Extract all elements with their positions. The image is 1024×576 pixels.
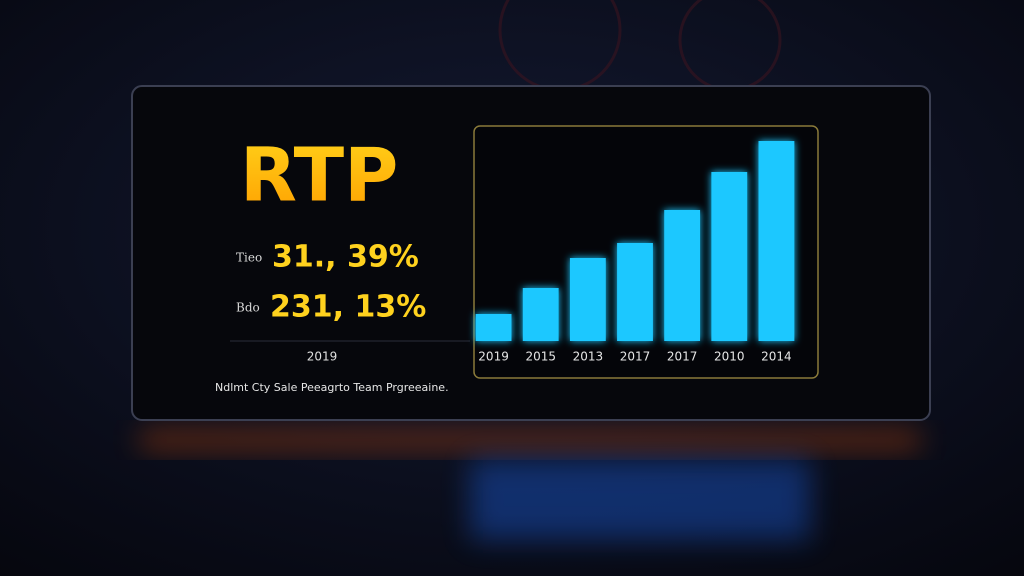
bar	[664, 210, 701, 341]
x-tick-label: 2010	[714, 350, 745, 364]
bar	[711, 172, 748, 341]
x-tick-label: 2015	[525, 350, 556, 364]
title: RTP	[240, 133, 398, 219]
x-tick-label: 2014	[761, 350, 792, 364]
stat-label: Tieo	[236, 251, 262, 265]
stat-value: 231, 13%	[270, 290, 426, 325]
x-tick-label: 2017	[667, 350, 698, 364]
stat-label: Bdo	[236, 301, 260, 315]
stat-value: 31., 39%	[272, 240, 419, 275]
reflection-glow	[470, 460, 810, 540]
caption: Ndlmt Cty Sale Peeagrto Team Prgreeaine.	[215, 381, 449, 394]
bar-chart: 2019 2015 2013 2017 2017 2010 2014	[475, 141, 795, 364]
x-tick-label: 2019	[478, 350, 509, 364]
bar	[617, 243, 653, 341]
bar	[569, 258, 606, 341]
x-tick-label: 2017	[620, 350, 651, 364]
bar	[522, 288, 559, 341]
bar	[475, 314, 512, 341]
floor-glow	[140, 430, 920, 450]
bar	[758, 141, 795, 341]
year-label: 2019	[307, 350, 338, 364]
x-tick-label: 2013	[573, 350, 604, 364]
